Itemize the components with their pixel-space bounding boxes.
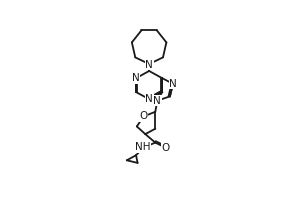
Text: O: O [161,143,170,153]
Text: N: N [145,60,153,70]
Text: N: N [145,94,153,104]
Text: N: N [153,96,161,106]
Text: O: O [140,111,148,121]
Text: N: N [169,79,177,89]
Text: NH: NH [135,142,150,152]
Text: N: N [132,73,140,83]
